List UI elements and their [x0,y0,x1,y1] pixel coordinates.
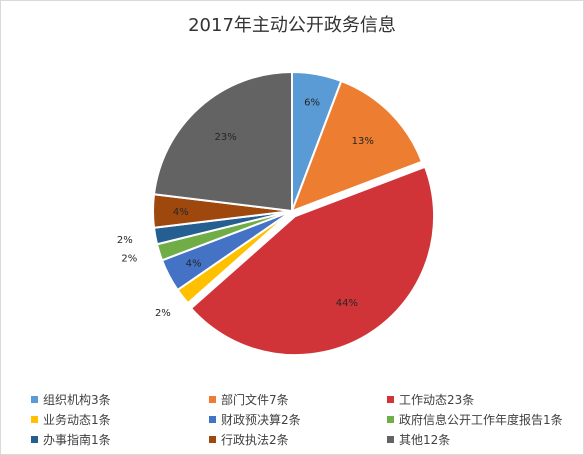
legend-label: 政府信息公开工作年度报告1条 [399,413,563,427]
legend-item-1: 组织机构3条 [31,391,111,408]
data-label-1: 6% [304,98,320,109]
chart-title: 2017年主动公开政务信息 [188,15,396,36]
legend-label: 工作动态23条 [399,393,475,407]
legend-swatch [387,436,394,443]
legend-label: 业务动态1条 [43,413,111,427]
legend-item-5: 财政预决算2条 [209,411,301,428]
legend-label: 财政预决算2条 [221,413,301,427]
pie-slice-2 [290,79,424,213]
legend-swatch [387,416,394,423]
legend-swatch [387,396,394,403]
data-label-6: 2% [121,253,137,264]
legend-label: 行政执法2条 [221,433,289,447]
legend-swatch [209,396,216,403]
legend-label: 部门文件7条 [221,393,289,407]
data-label-2: 13% [352,136,374,147]
data-label-4: 2% [155,308,171,319]
legend-swatch [209,416,216,423]
legend-item-6: 政府信息公开工作年度报告1条 [387,411,563,428]
legend-swatch [31,436,38,443]
legend-item-2: 部门文件7条 [209,391,289,408]
legend-swatch [209,436,216,443]
data-label-5: 4% [186,259,202,270]
legend-swatch [31,396,38,403]
data-label-9: 23% [215,132,237,143]
pie-slice-3 [189,165,436,357]
legend-label: 办事指南1条 [43,433,111,447]
legend-item-4: 业务动态1条 [31,411,111,428]
legend-item-7: 办事指南1条 [31,431,111,448]
pie-slice-9 [152,70,293,213]
legend-item-3: 工作动态23条 [387,391,474,408]
legend-item-8: 行政执法2条 [209,431,289,448]
legend-item-9: 其他12条 [387,431,450,448]
data-label-3: 44% [336,298,358,309]
legend-label: 其他12条 [399,433,451,447]
data-label-8: 4% [173,207,189,218]
legend-label: 组织机构3条 [43,393,111,407]
legend-swatch [31,416,38,423]
data-label-7: 2% [117,235,133,246]
